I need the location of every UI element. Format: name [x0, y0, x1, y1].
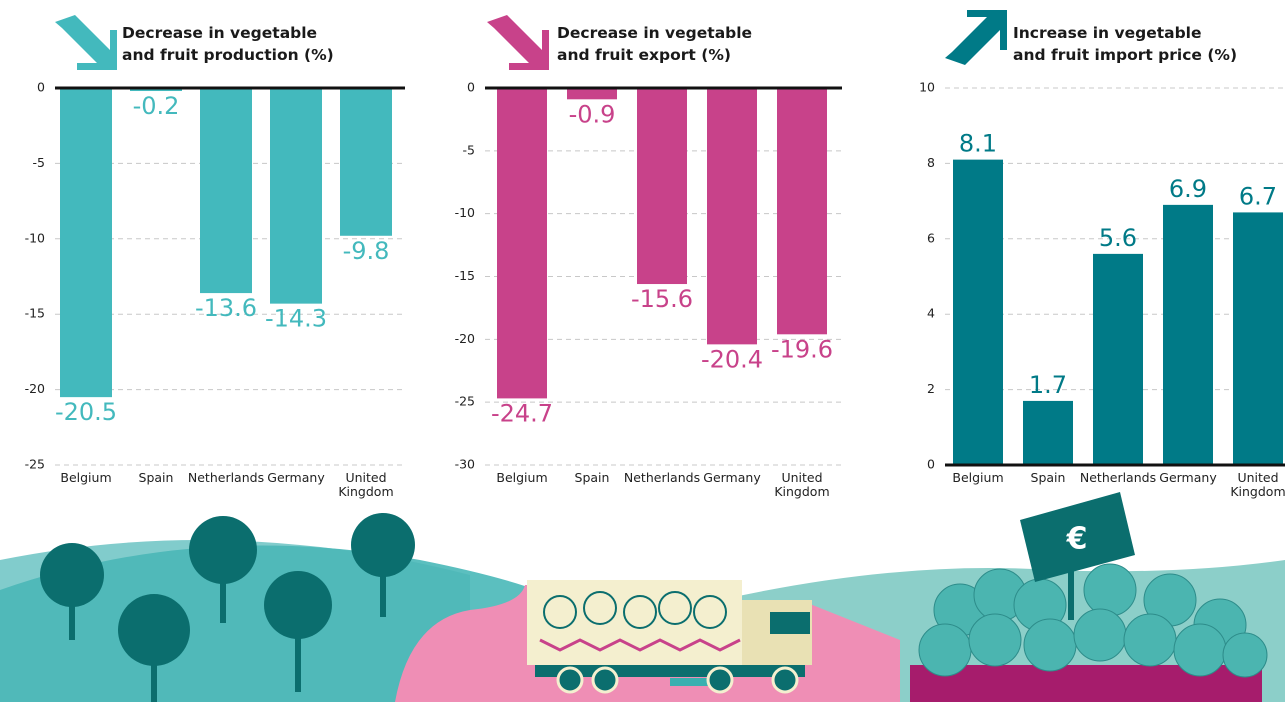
data-label: 8.1: [959, 130, 997, 158]
y-tick-label: 0: [927, 457, 935, 472]
bar: [1233, 212, 1283, 465]
chart-title: and fruit import price (%): [1013, 44, 1237, 66]
arrow-icon: [945, 10, 1007, 65]
y-tick-label: -25: [455, 394, 475, 409]
data-label: -0.2: [133, 92, 180, 120]
chart: € 0 -5 -10 -15 -20 -25 -20.5 -0.2 -13.6 -14.3 -9.8…: [0, 0, 1285, 702]
bar: [340, 88, 392, 236]
data-label: 5.6: [1099, 224, 1137, 252]
y-tick-label: -20: [25, 381, 45, 396]
x-tick-label: United Kingdom: [1218, 471, 1285, 499]
x-tick-label: Germany: [256, 471, 336, 485]
chart-title: Decrease in vegetable: [557, 22, 752, 44]
y-tick-label: -5: [33, 155, 45, 170]
y-tick-label: 0: [37, 80, 45, 95]
x-tick-label: Belgium: [482, 471, 562, 485]
y-tick-label: 2: [927, 381, 935, 396]
data-label: -14.3: [265, 305, 327, 333]
bar: [1163, 205, 1213, 465]
arrow-icon: [55, 15, 117, 70]
y-tick-label: -5: [463, 142, 475, 157]
x-tick-label: Spain: [1008, 471, 1088, 485]
x-tick-label: United Kingdom: [326, 471, 406, 499]
y-tick-label: 10: [919, 80, 935, 95]
x-tick-label: Germany: [692, 471, 772, 485]
data-label: -20.4: [701, 345, 763, 373]
svg-text:€: €: [1066, 522, 1088, 557]
data-label: -0.9: [569, 100, 616, 128]
y-tick-label: 8: [927, 155, 935, 170]
data-label: -24.7: [491, 399, 553, 427]
x-tick-label: Netherlands: [622, 471, 702, 485]
chart-title: and fruit export (%): [557, 44, 731, 66]
data-label: 6.7: [1239, 182, 1277, 210]
chart-title: and fruit production (%): [122, 44, 334, 66]
bar: [567, 88, 617, 99]
x-tick-label: Netherlands: [1078, 471, 1158, 485]
bar: [707, 88, 757, 344]
y-tick-label: -10: [25, 230, 45, 245]
y-tick-label: 6: [927, 230, 935, 245]
y-tick-label: 4: [927, 306, 935, 321]
infographic: € 0 -5 -10 -15 -20 -25 -20.5 -0.2 -13.6 -14.3 -9.8…: [0, 0, 1285, 702]
x-tick-label: Spain: [116, 471, 196, 485]
y-tick-label: -15: [25, 306, 45, 321]
y-tick-label: -25: [25, 457, 45, 472]
x-tick-label: Belgium: [938, 471, 1018, 485]
bar: [60, 88, 112, 397]
data-label: -13.6: [195, 294, 257, 322]
x-tick-label: Spain: [552, 471, 632, 485]
x-tick-label: Netherlands: [186, 471, 266, 485]
bar: [777, 88, 827, 334]
y-tick-label: 0: [467, 80, 475, 95]
arrow-icon: [487, 15, 549, 70]
bar: [1023, 401, 1073, 465]
x-tick-label: Belgium: [46, 471, 126, 485]
data-label: -15.6: [631, 285, 693, 313]
chart-title: Decrease in vegetable: [122, 22, 317, 44]
y-tick-label: -15: [455, 268, 475, 283]
y-tick-label: -30: [455, 457, 475, 472]
data-label: -19.6: [771, 335, 833, 363]
y-tick-label: -10: [455, 205, 475, 220]
data-label: 6.9: [1169, 175, 1207, 203]
y-tick-label: -20: [455, 331, 475, 346]
bar: [497, 88, 547, 398]
x-tick-label: United Kingdom: [762, 471, 842, 499]
chart-title: Increase in vegetable: [1013, 22, 1202, 44]
bar: [637, 88, 687, 284]
x-tick-label: Germany: [1148, 471, 1228, 485]
bar: [953, 160, 1003, 465]
data-label: -20.5: [55, 398, 117, 426]
data-label: -9.8: [343, 237, 390, 265]
data-label: 1.7: [1029, 371, 1067, 399]
bar: [1093, 254, 1143, 465]
bar: [270, 88, 322, 304]
bar: [200, 88, 252, 293]
illustration: €: [0, 492, 1285, 702]
